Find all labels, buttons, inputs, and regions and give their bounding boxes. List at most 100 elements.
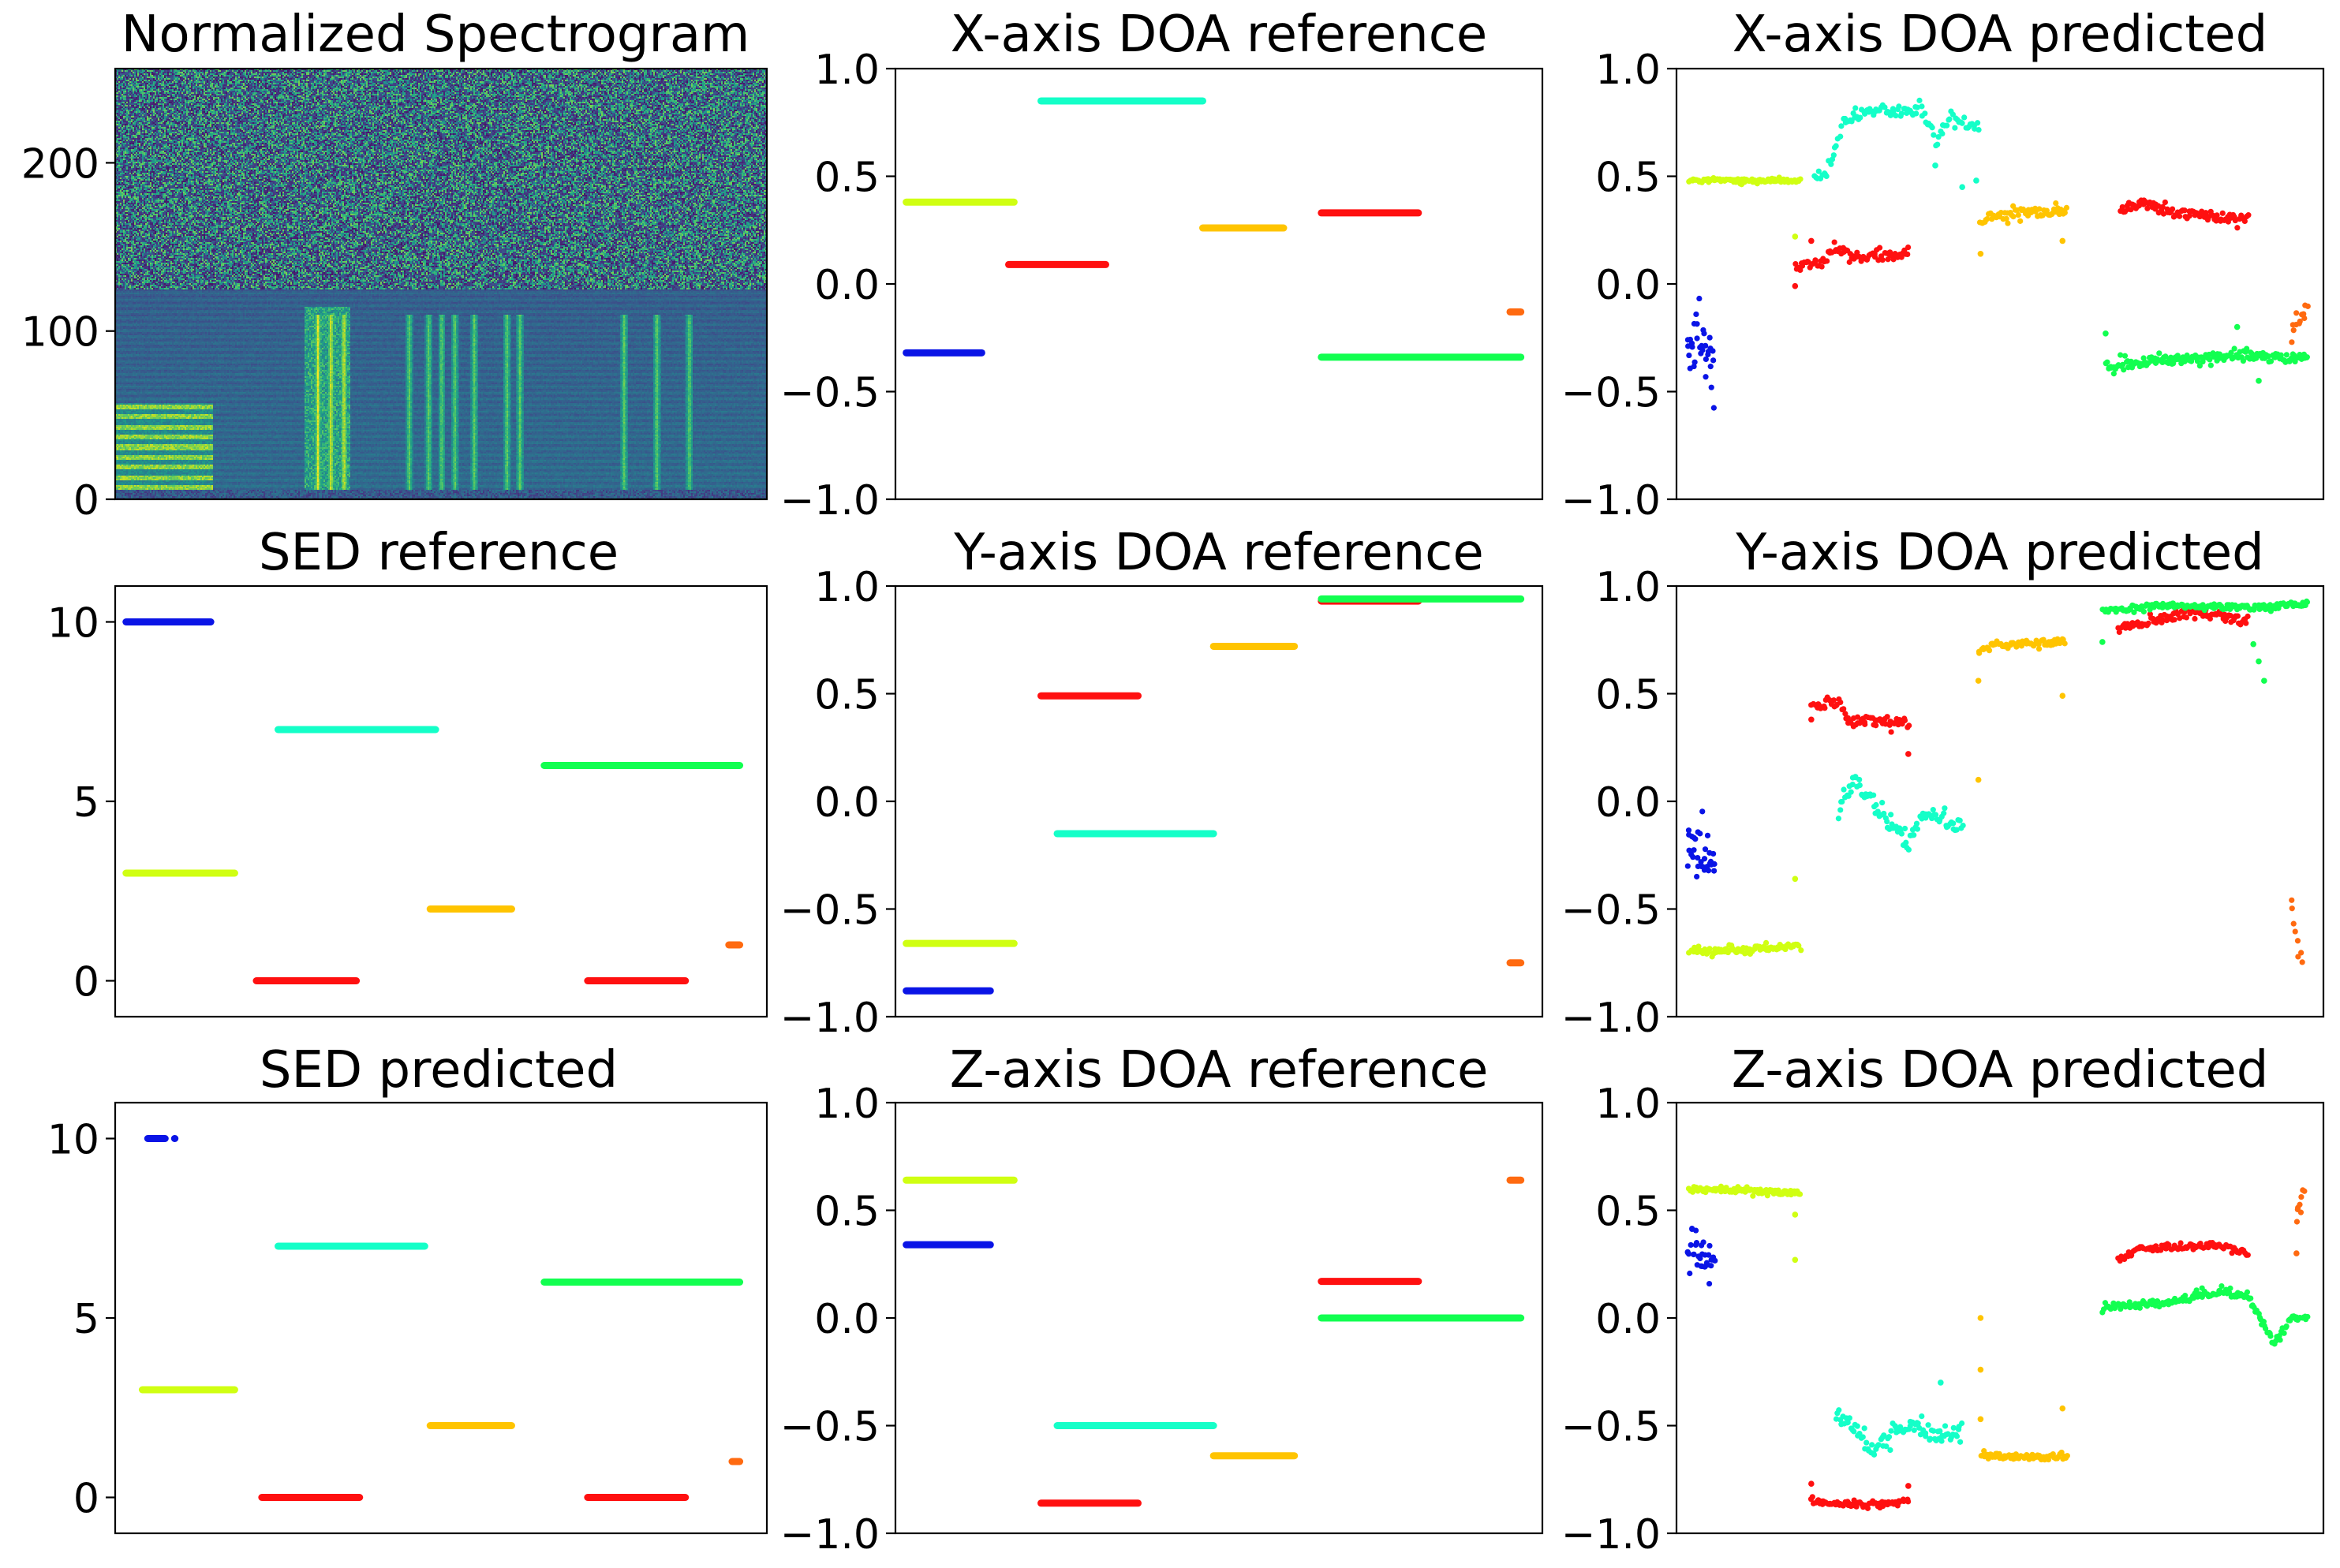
data-point (1841, 706, 1847, 712)
y-tick-label: 5 (73, 779, 99, 827)
chart-title: Z-axis DOA predicted (1732, 1041, 2269, 1099)
data-point (1857, 114, 1863, 121)
series-orange (2289, 302, 2311, 345)
data-point (1860, 1434, 1866, 1440)
panel-z-axis-doa-predicted: Z-axis DOA predicted −1.0 −0.5 0.0 0.5 1.0 (1561, 1041, 2325, 1559)
y-tick-label: 10 (47, 1117, 99, 1164)
data-point (1975, 678, 1982, 684)
data-point (1711, 868, 1718, 874)
data-point (1905, 251, 1911, 257)
data-point (1950, 820, 1957, 827)
data-point (2162, 353, 2169, 360)
data-point (2159, 203, 2166, 210)
data-point (1792, 233, 1799, 240)
data-point (1792, 282, 1799, 289)
data-point (1905, 751, 1912, 757)
data-point (1959, 1420, 1965, 1427)
data-point (2301, 315, 2308, 322)
y-tick-label: 200 (21, 140, 99, 188)
data-point (2234, 225, 2241, 231)
data-point (1808, 1480, 1815, 1488)
series-blue (1684, 808, 1718, 880)
data-point (2304, 303, 2311, 309)
data-point (1819, 263, 1825, 270)
data-point (1841, 786, 1847, 793)
data-point (2281, 1330, 2287, 1336)
data-point (2196, 213, 2203, 220)
data-point (1905, 1499, 1912, 1505)
y-tick-label: 1.0 (814, 1081, 880, 1128)
axes-frame (894, 67, 1544, 501)
axes-frame (1675, 584, 2325, 1018)
series-red (2115, 606, 2251, 636)
data-point (2181, 207, 2188, 214)
data-point (2058, 1449, 2065, 1456)
data-point (1699, 347, 1706, 353)
y-tick-label: −1.0 (780, 477, 880, 525)
plot-area (903, 1176, 1525, 1507)
data-point (1837, 133, 1844, 140)
data-point (1931, 1428, 1937, 1434)
data-point (1957, 817, 1963, 823)
data-point (1898, 831, 1905, 837)
data-point (1796, 1191, 1804, 1197)
data-point (1823, 173, 1830, 179)
data-point (2192, 615, 2198, 622)
data-point (2118, 352, 2124, 358)
data-point (1975, 776, 1982, 783)
y-tick-label: 0.0 (814, 1296, 880, 1343)
data-point (2283, 352, 2290, 358)
data-point (2183, 614, 2189, 621)
data-point (1919, 1413, 1925, 1420)
data-point (2304, 1313, 2311, 1320)
data-point (1938, 1438, 1945, 1444)
data-point (1798, 947, 1804, 954)
data-point (2232, 217, 2238, 224)
y-tick-label: 0 (73, 477, 99, 525)
data-point (1699, 808, 1706, 815)
data-point (1685, 827, 1692, 834)
y-tick-label: 1.0 (1595, 1081, 1661, 1128)
data-point (1856, 776, 1863, 783)
data-point (1927, 1435, 1934, 1442)
data-point (2182, 1293, 2189, 1299)
data-point (2121, 367, 2127, 373)
data-point (2233, 323, 2241, 330)
panel-sed-predicted: SED predicted 0 5 10 (47, 1041, 768, 1535)
data-point (2013, 1451, 2019, 1458)
data-point (1824, 258, 1830, 264)
data-point (1903, 839, 1909, 846)
data-point (1796, 943, 1802, 949)
data-point (2207, 357, 2213, 363)
y-axis-ticks: −1.0 −0.5 0.0 0.5 1.0 (1561, 1081, 1677, 1559)
data-point (2053, 200, 2059, 207)
y-tick-label: 0 (73, 959, 99, 1006)
y-axis-ticks: −1.0 −0.5 0.0 0.5 1.0 (780, 564, 895, 1042)
plot-area (1684, 1183, 2311, 1511)
series-cyan (1811, 97, 1982, 190)
axes-frame (1675, 67, 2325, 501)
y-tick-label: 1.0 (814, 564, 880, 611)
y-tick-label: −0.5 (1561, 370, 1661, 417)
data-point (1862, 721, 1868, 727)
series-red (1808, 694, 1912, 757)
data-point (2298, 950, 2304, 956)
data-point (2159, 359, 2166, 366)
panel-normalized-spectrogram: Normalized Spectrogram 0 100 200 (21, 6, 768, 525)
data-point (2256, 658, 2262, 665)
series-red (1792, 237, 1912, 289)
data-point (1925, 1422, 1931, 1428)
data-point (1706, 1242, 1713, 1249)
data-point (1873, 801, 1879, 808)
data-point (2140, 355, 2147, 361)
data-point (2171, 617, 2177, 623)
series-cyan (1835, 774, 1966, 853)
data-point (1831, 239, 1837, 245)
data-point (2121, 353, 2129, 359)
data-point (1959, 120, 1965, 126)
y-tick-label: 0.0 (814, 779, 880, 827)
axes-frame (1675, 1101, 2325, 1535)
data-point (1710, 405, 1717, 411)
data-point (2245, 1252, 2251, 1258)
data-point (1822, 705, 1828, 711)
